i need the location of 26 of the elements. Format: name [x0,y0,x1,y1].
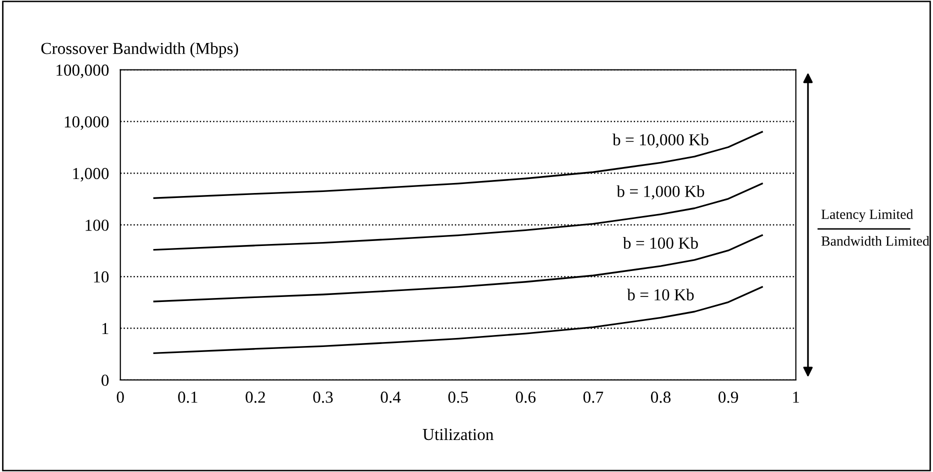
x-tick-label: 1 [793,392,800,403]
y-tick-label: 10,000 [64,116,109,130]
series-label: b = 1,000 Kb [616,185,704,200]
text: Latency Limited [821,209,914,222]
x-tick-label: 0 [116,392,124,403]
x-tick-label: 0.8 [650,392,671,403]
y-tick-label: 1,000 [73,168,109,182]
y-tick-label: 100 [86,220,109,231]
x-tick-label: 0.7 [583,392,604,403]
series-label: b = 100 Kb [622,237,698,249]
y-tick-label: 1 [102,323,108,334]
y-tick-label: 0 [102,374,109,386]
y-tick-label: 100,000 [56,64,109,78]
x-tick-label: 0.9 [718,392,738,403]
x-tick-label: 0.4 [380,392,401,403]
text: Bandwidth Limited [821,236,930,246]
series-label: b = 10,000 Kb [612,134,708,148]
series-label: b = 10 Kb [627,288,694,300]
x-tick-label: 0.6 [516,392,536,403]
x-axis-title: Utilization [422,428,494,440]
x-tick-label: 0.2 [246,392,265,403]
x-tick-label: 0.5 [448,392,468,403]
y-axis-title: Crossover Bandwidth (Mbps) [41,42,238,58]
y-tick-label: 10 [94,271,109,283]
x-tick-label: 0.3 [313,392,333,403]
x-tick-label: 0.1 [178,392,198,403]
